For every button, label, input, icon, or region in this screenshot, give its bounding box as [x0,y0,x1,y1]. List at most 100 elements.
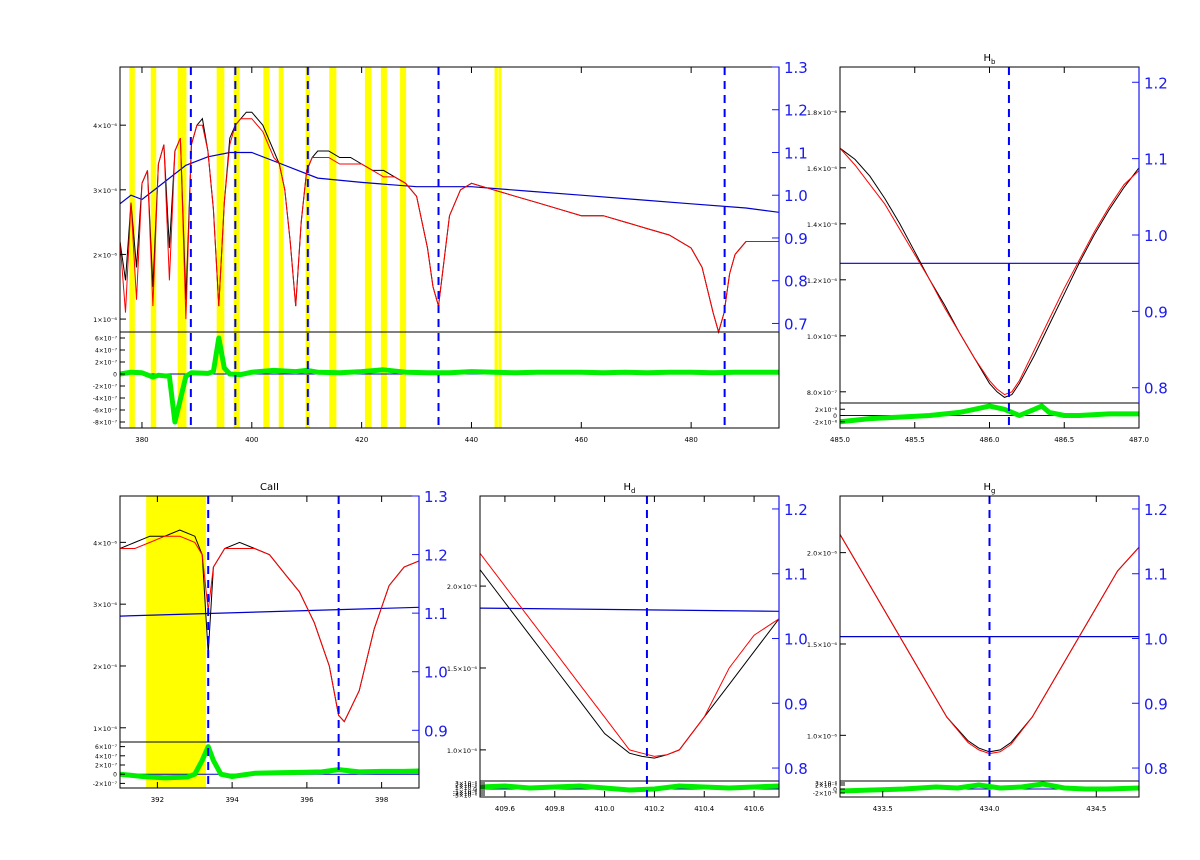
x-tick-label: 380 [135,436,148,444]
residual-y-tick-label: -2×10⁻⁸ [453,791,478,798]
residual-y-tick-label: -3×10⁻⁸ [453,793,478,800]
x-tick-label: 410.4 [694,805,715,813]
residual-y-tick-label: 0 [113,772,117,779]
highlight-band [150,67,157,428]
residual-series [840,781,1139,794]
x-tick-label: 394 [225,796,239,804]
x-tick-label: 410.0 [595,805,615,813]
right-y-tick-label: 1.2 [1144,501,1168,519]
highlight-band [400,67,407,428]
y-tick-label: 1×10⁻⁶ [93,725,117,733]
model-spectrum [120,535,419,723]
x-tick-label: 486.5 [1054,436,1074,444]
residual-y-tick-label: 4×10⁻⁷ [95,348,118,355]
x-tick-label: 486.0 [979,436,999,444]
y-tick-label: 8.0×10⁻⁷ [807,389,837,397]
highlight-band [364,67,372,428]
residual-y-tick-label: -8×10⁻⁷ [93,420,118,427]
x-tick-label: 485.5 [905,436,925,444]
x-tick-label: 434.5 [1086,805,1106,813]
right-y-tick-label: 1.0 [784,631,808,649]
plot-area [840,67,1139,428]
x-tick-label: 485.0 [830,436,850,444]
x-tick-label: 400 [245,436,258,444]
right-y-tick-label: 0.9 [784,695,808,713]
residual-y-tick-label: 3×10⁻⁸ [455,781,478,788]
y-tick-label: 3×10⁻⁶ [93,601,117,609]
residual-y-tick-label: 2×10⁻⁸ [815,783,838,790]
x-tick-label: 410.2 [644,805,664,813]
right-y-tick-label: 1.1 [784,566,808,584]
residual-y-tick-label: 2×10⁻⁸ [455,783,478,790]
y-tick-label: 2.0×10⁻⁶ [447,583,477,591]
y-tick-label: 2×10⁻⁶ [93,663,117,671]
x-tick-label: 460 [575,436,588,444]
x-tick-label: 398 [375,796,388,804]
right-y-tick-label: 0.8 [1144,760,1168,778]
x-tick-label: 487.0 [1129,436,1149,444]
panel-hg: 433.5 434.0 434.5 1.0×10⁻⁶ 1.5×10⁻⁶ 2.0×10⁻⁶ 3… [807,482,1168,813]
x-tick-label: 392 [151,796,164,804]
model-spectrum [840,147,1139,396]
right-y-tick-label: 0.8 [784,273,808,291]
residual-y-tick-label: 4×10⁻⁷ [95,753,118,760]
highlight-band [216,67,225,428]
plot-area [120,496,419,788]
right-y-tick-label: 1.0 [1144,631,1168,649]
residual-y-tick-label: -6×10⁻⁷ [93,408,118,415]
y-tick-label: 1.8×10⁻⁶ [807,109,837,117]
highlight-band [498,67,502,428]
x-tick-label: 409.8 [545,805,565,813]
residual-series [480,783,779,793]
model-spectrum [120,118,779,334]
highlight-band [263,67,270,428]
continuum-line [120,606,419,617]
right-y-tick-label: 1.1 [424,605,448,623]
right-y-tick-label: 1.2 [1144,74,1168,92]
residual-y-tick-label: -2×10⁻⁸ [813,791,838,798]
observed-spectrum [840,147,1139,398]
right-y-tick-label: 0.9 [424,722,448,740]
plot-area [480,496,779,797]
panel-caii: 392 394 396 398 1×10⁻⁶ 2×10⁻⁶ 3×10⁻⁶ 4×10⁻⁶ 6×10… [93,482,448,804]
right-y-tick-label: 1.1 [1144,151,1168,169]
residual-y-tick-label: 0 [833,787,837,794]
y-tick-label: 4×10⁻⁶ [93,122,117,130]
residual-y-tick-label: 2×10⁻⁷ [95,360,118,367]
right-y-tick-label: 0.9 [1144,695,1168,713]
plot-area [840,496,1139,797]
y-tick-label: 3×10⁻⁶ [93,187,117,195]
highlight-band [233,67,240,428]
y-tick-label: 1.0×10⁻⁶ [807,333,837,341]
y-tick-label: 1.2×10⁻⁶ [807,277,837,285]
right-y-tick-label: 1.1 [1144,566,1168,584]
highlight-band [494,67,498,428]
y-tick-label: 2.0×10⁻⁶ [807,550,837,558]
continuum-line [480,607,779,612]
residual-y-tick-label: 6×10⁻⁷ [95,336,118,343]
residual-y-tick-label: -4×10⁻⁷ [93,396,118,403]
right-y-tick-label: 1.1 [784,144,808,162]
panel-frame [839,66,1140,429]
residual-y-tick-label: -1×10⁻⁸ [453,789,478,796]
panel-title: Hg [984,482,996,495]
panel-hb: 485.0 485.5 486.0 486.5 487.0 8.0×10⁻⁷ 1.0×10⁻… [807,53,1168,444]
right-y-tick-label: 1.2 [784,501,808,519]
model-spectrum [480,552,779,757]
right-y-tick-label: 1.0 [424,664,448,682]
y-tick-label: 1.5×10⁻⁶ [807,641,837,649]
y-tick-label: 1.0×10⁻⁶ [447,747,477,755]
x-tick-label: 410.6 [744,805,765,813]
residual-y-tick-label: 0 [113,372,117,379]
x-tick-label: 480 [684,436,697,444]
x-tick-label: 440 [465,436,478,444]
right-y-tick-label: 1.2 [784,102,808,120]
y-tick-label: 1.6×10⁻⁶ [807,165,837,173]
residual-y-tick-label: 0 [833,413,837,420]
highlight-band [305,67,311,428]
x-tick-label: 396 [300,796,314,804]
observed-spectrum [480,569,779,759]
residual-series [120,335,779,425]
residual-y-tick-label: -2×10⁻⁸ [813,419,838,426]
